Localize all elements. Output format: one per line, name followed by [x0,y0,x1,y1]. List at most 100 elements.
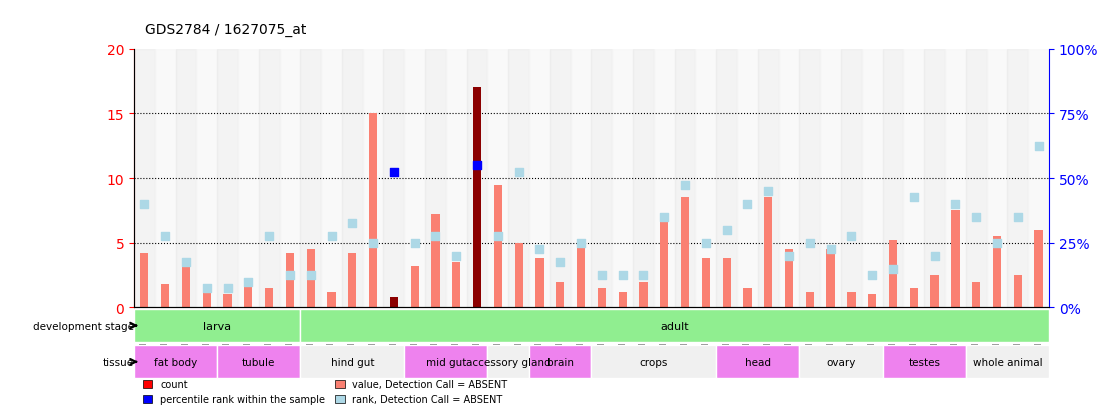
Bar [785,249,793,308]
Bar [639,282,647,308]
Bar [654,50,675,308]
Bar [155,50,175,308]
Bar [432,215,440,308]
Bar [446,50,466,308]
Text: brain: brain [547,357,574,367]
Point [551,259,569,266]
Text: mid gut: mid gut [425,357,466,367]
FancyBboxPatch shape [488,346,529,378]
Bar [827,249,835,308]
Point [448,253,465,259]
FancyBboxPatch shape [965,346,1049,378]
Bar [529,50,550,308]
Bar [238,50,259,308]
Bar [577,246,585,308]
Bar [931,275,939,308]
Bar [341,50,363,308]
Point [426,233,444,240]
Bar [945,50,965,308]
Bar [196,50,218,308]
Bar [681,198,690,308]
Bar [904,50,924,308]
Bar [321,50,341,308]
Text: hind gut: hind gut [330,357,374,367]
Bar [779,50,799,308]
Text: head: head [744,357,771,367]
FancyBboxPatch shape [716,346,799,378]
Text: tissue: tissue [103,357,134,367]
Text: testes: testes [908,357,941,367]
Bar [888,240,897,308]
FancyBboxPatch shape [134,346,218,378]
Bar [598,288,606,308]
Bar [279,50,300,308]
Legend: count, percentile rank within the sample, value, Detection Call = ABSENT, rank, : count, percentile rank within the sample… [138,375,511,408]
Point [718,227,735,233]
Bar [722,259,731,308]
Point [530,246,548,253]
Bar [661,215,668,308]
Text: adult: adult [661,321,689,331]
Point [489,233,507,240]
Point [219,285,237,292]
Point [198,285,215,292]
Point [385,169,403,176]
Bar [348,254,356,308]
Bar [591,50,613,308]
Bar [847,292,856,308]
Bar [675,50,695,308]
Bar [550,50,570,308]
Bar [384,50,404,308]
FancyBboxPatch shape [300,309,1049,342]
Bar [452,263,461,308]
Bar [300,50,321,308]
Point [156,233,174,240]
Bar [536,259,543,308]
Bar [264,288,273,308]
FancyBboxPatch shape [218,346,300,378]
Point [968,214,985,221]
Point [655,214,673,221]
Bar [1013,275,1022,308]
Text: larva: larva [203,321,231,331]
Bar [716,50,737,308]
Bar [972,282,981,308]
Point [510,169,528,176]
Bar [1035,230,1042,308]
Bar [910,288,918,308]
Bar [369,114,377,308]
Bar [203,292,211,308]
Point [323,233,340,240]
Point [739,201,757,208]
FancyBboxPatch shape [799,346,883,378]
Point [905,195,923,201]
Text: crops: crops [639,357,668,367]
Point [884,266,902,272]
Bar [488,50,508,308]
Bar [737,50,758,308]
Bar [702,259,710,308]
FancyBboxPatch shape [300,346,404,378]
Bar [473,88,481,308]
Bar [182,263,190,308]
Bar [695,50,716,308]
FancyBboxPatch shape [883,346,965,378]
FancyBboxPatch shape [591,346,716,378]
Bar [286,254,295,308]
Point [780,253,798,259]
Bar [389,297,398,308]
Bar [951,211,960,308]
Bar [508,50,529,308]
Bar [570,50,591,308]
Text: accessory gland: accessory gland [466,357,550,367]
Bar [327,292,336,308]
Point [1030,143,1048,150]
Bar [244,279,252,308]
Point [469,162,487,169]
Text: whole animal: whole animal [973,357,1042,367]
Bar [363,50,384,308]
Bar [965,50,987,308]
Text: development stage: development stage [32,321,134,331]
Point [759,188,777,195]
Point [344,221,362,227]
